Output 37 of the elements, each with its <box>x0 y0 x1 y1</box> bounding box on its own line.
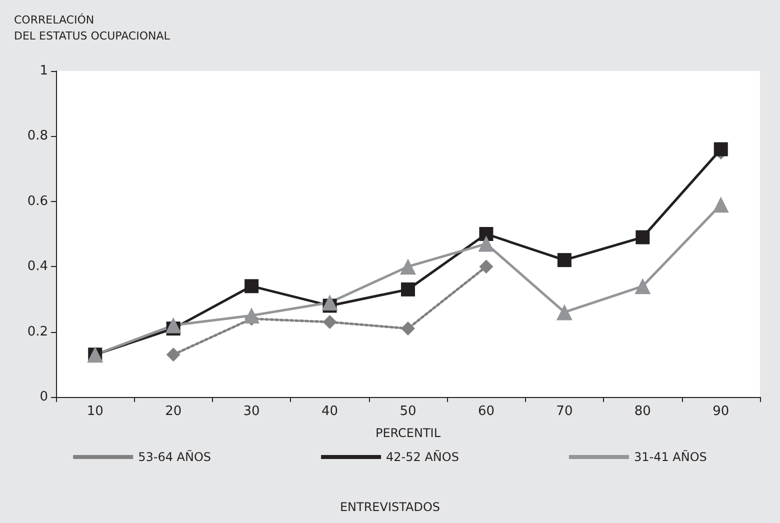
y-tick-label: 1 <box>40 64 48 78</box>
point <box>636 230 650 244</box>
legend-label: 42-52 AÑOS <box>386 449 459 464</box>
point <box>556 304 572 320</box>
point <box>400 258 416 275</box>
point <box>478 236 494 252</box>
x-tick-label: 70 <box>556 404 573 419</box>
y-axis-title: CORRELACIÓN DEL ESTATUS OCUPACIONAL <box>14 12 171 42</box>
point <box>479 227 494 241</box>
point <box>322 315 337 330</box>
x-tick-label: 80 <box>634 404 651 419</box>
legend-label: 31-41 AÑOS <box>634 449 707 464</box>
x-tick-label: 10 <box>86 404 104 419</box>
y-tick-label: 0.8 <box>27 128 48 144</box>
legend-label: 53-64 AÑOS <box>138 449 212 464</box>
point <box>634 278 651 294</box>
y-tick-label: 0.4 <box>27 259 48 274</box>
y-tick-label: 0.2 <box>27 324 48 340</box>
point <box>244 279 259 294</box>
point <box>165 317 182 334</box>
point <box>166 348 180 362</box>
point <box>479 260 494 274</box>
x-tick-label: 20 <box>165 404 182 419</box>
x-tick-label: 40 <box>322 404 338 419</box>
point <box>557 253 572 268</box>
x-tick-label: 60 <box>478 404 494 419</box>
legend-title: ENTREVISTADOS <box>340 500 440 514</box>
point <box>712 196 729 213</box>
x-tick-label: 90 <box>712 404 730 419</box>
y-tick-label: 0.6 <box>27 194 48 209</box>
x-tick-label: 50 <box>400 404 416 419</box>
y-tick-label: 0 <box>40 390 48 404</box>
x-tick-label: 30 <box>243 404 260 419</box>
x-axis-title: PERCENTIL <box>375 426 441 440</box>
point <box>401 322 415 336</box>
point <box>322 294 338 310</box>
point <box>401 282 415 296</box>
